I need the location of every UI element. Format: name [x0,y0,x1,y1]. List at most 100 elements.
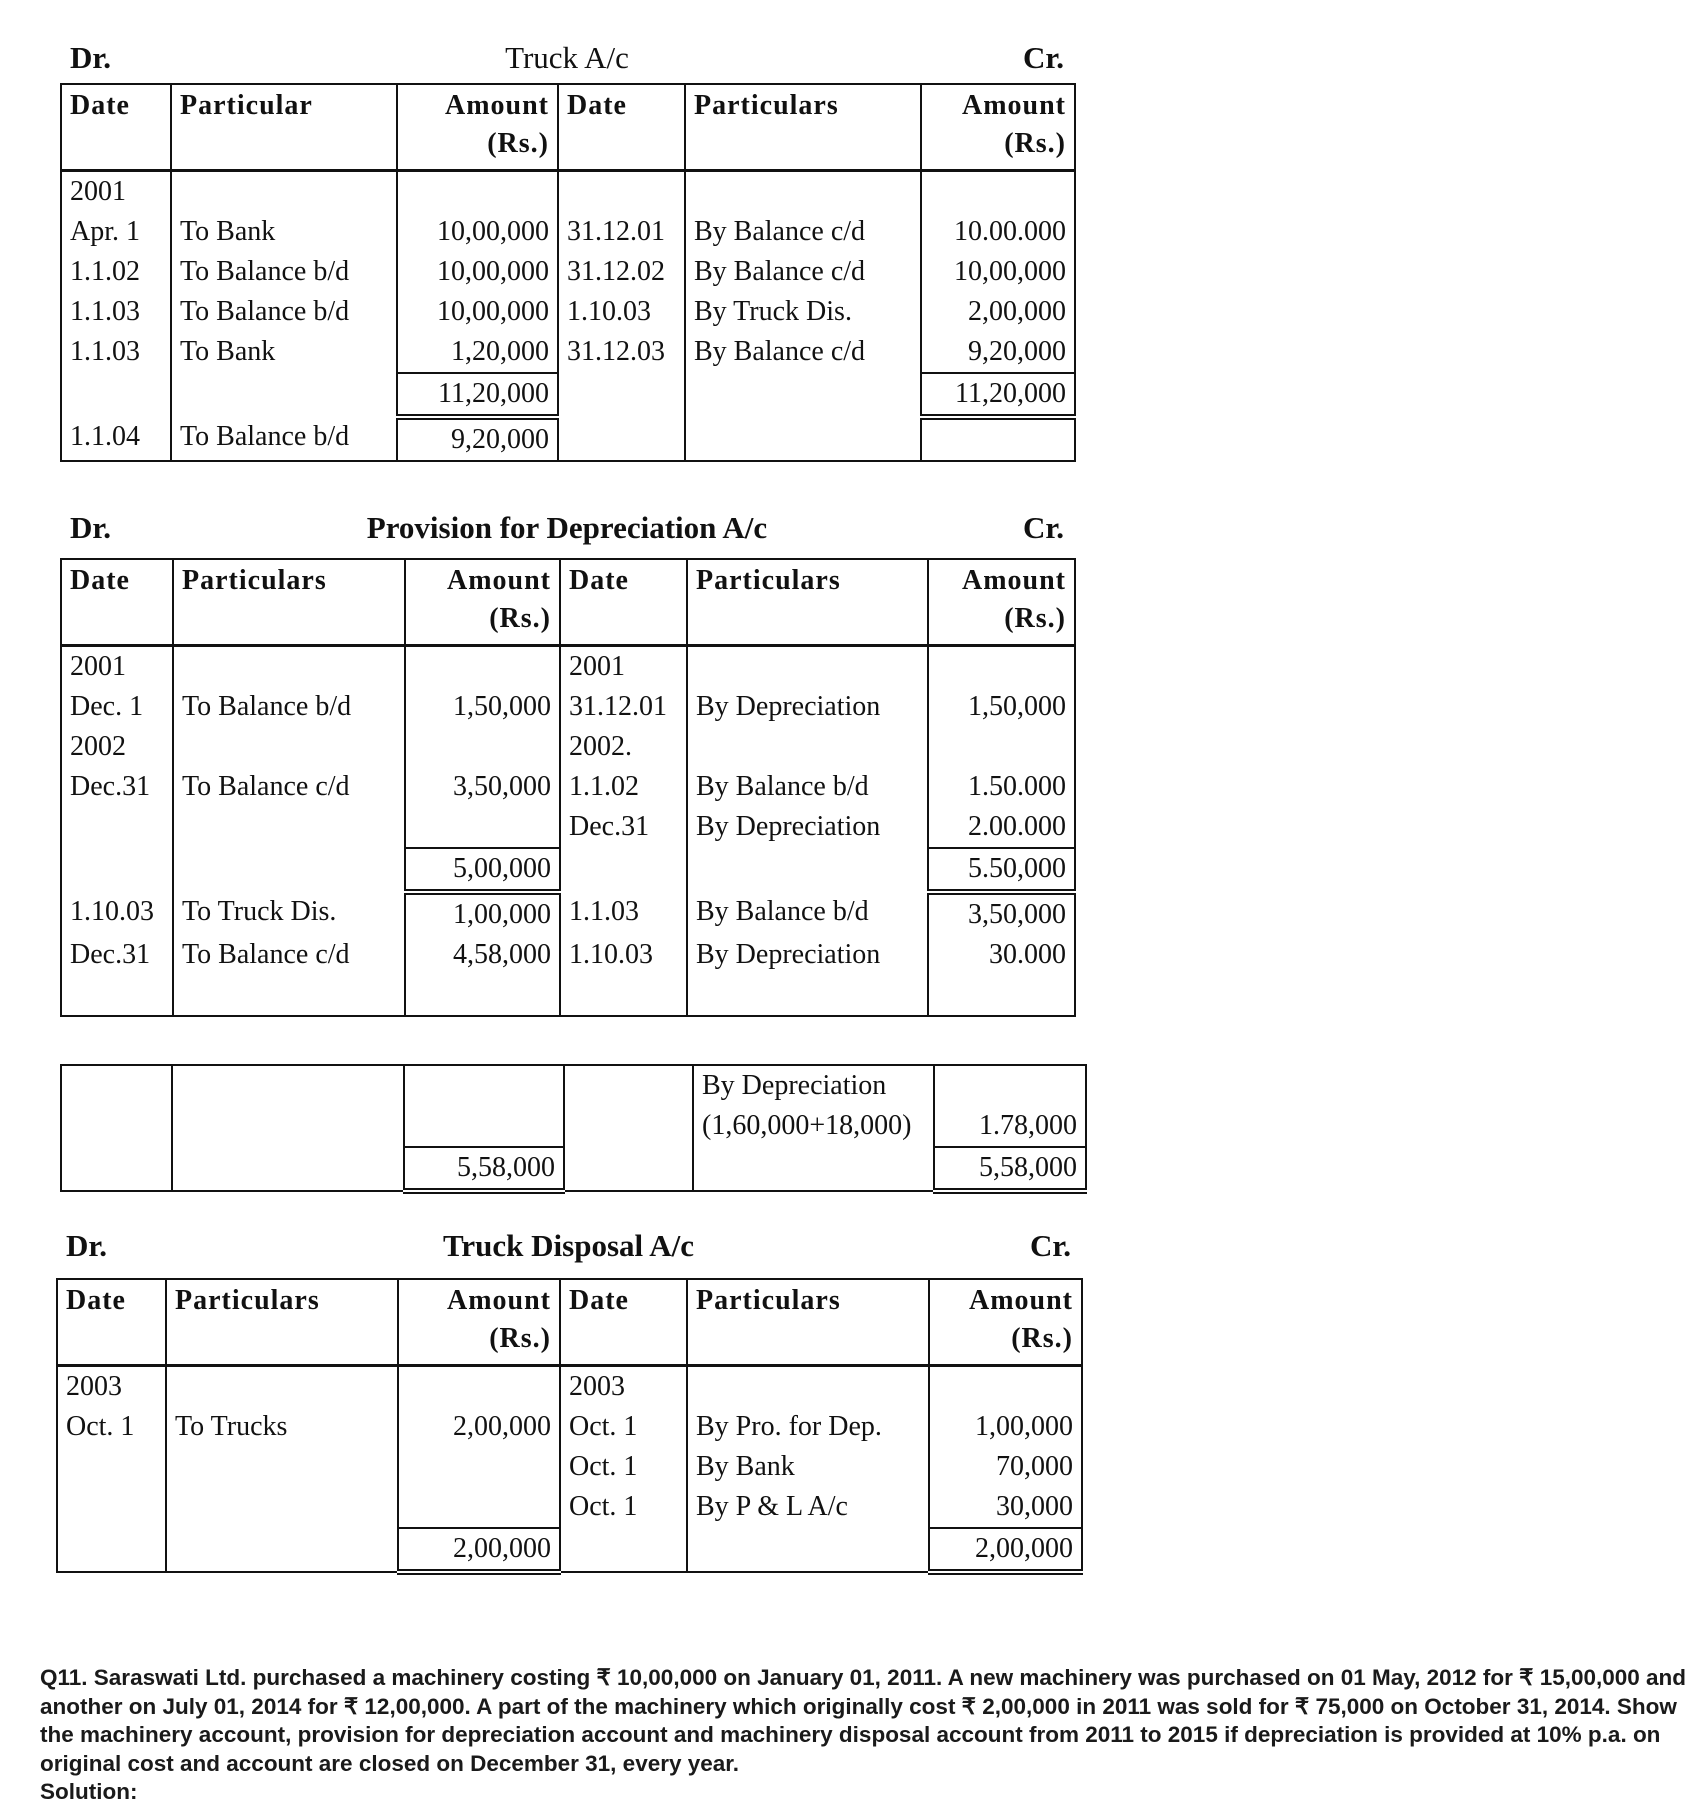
table-row: 2001 2001 [60,645,1076,687]
dr-date-cell: Dec.31 [60,767,174,807]
cr-amount-cell: 1,50,000 [927,687,1076,727]
dr-date-cell [60,1147,173,1191]
dr-date-cell: 1.1.03 [60,292,172,332]
table-row: Dec.31 To Balance c/d 4,58,000 1.10.03 By De… [60,935,1076,975]
cr-date-cell: Dec.31 [559,807,688,848]
ledger-table: Date Particulars Amount (Rs.) Date Particula… [60,558,1076,1017]
cr-amount-cell [927,975,1076,1016]
dr-particulars-cell [171,1065,405,1106]
dr-date-cell [60,1106,173,1147]
cr-particulars-cell: By Depreciation [686,935,929,975]
solution-label: Solution: [40,1779,138,1804]
cr-amount-cell: 11,20,000 [920,372,1076,420]
cr-amount-cell: 10,00,000 [920,252,1076,292]
dr-amount-cell [404,727,561,767]
header-cr-particulars: Particulars [684,84,922,172]
dr-particulars-cell: To Trucks [165,1407,399,1447]
dr-particulars-cell [172,727,406,767]
cr-particulars-cell [684,170,922,212]
header-cr-amount: Amount (Rs.) [920,84,1076,172]
table-row: Oct. 1 To Trucks 2,00,000 Oct. 1 By Pro. for… [56,1407,1083,1447]
table-row: 2003 2003 [56,1365,1083,1407]
cr-amount-cell: 2.00.000 [927,807,1076,848]
table-row: 1.1.03 To Balance b/d 10,00,000 1.10.03 By T… [60,292,1076,332]
dr-particulars-cell [170,170,398,212]
dr-date-cell: 1.1.03 [60,332,172,373]
cr-amount-cell: 9,20,000 [920,332,1076,373]
dr-particulars-cell [172,848,406,892]
header-cr-particulars: Particulars [686,559,929,647]
dr-amount-cell: 9,20,000 [396,417,559,461]
cr-particulars-cell: By Balance c/d [684,332,922,373]
table-row: (1,60,000+18,000) 1.78,000 [60,1106,1087,1147]
cr-particulars-cell [686,1365,930,1407]
dr-date-cell: Oct. 1 [56,1407,167,1447]
dr-amount-cell [396,170,559,212]
cr-amount-cell: 5.50,000 [927,847,1076,895]
dr-amount-cell: 1,00,000 [404,892,561,935]
account-title: Truck A/c [505,40,629,75]
cr-particulars-cell: By Truck Dis. [684,292,922,332]
dr-amount-cell: 2,00,000 [397,1527,561,1575]
cr-particulars-cell: By Balance b/d [686,767,929,807]
cr-particulars-cell [684,417,922,461]
dr-amount-cell [397,1365,561,1407]
dr-particulars-cell: To Balance b/d [170,292,398,332]
table-row: By Depreciation [60,1065,1087,1106]
cr-particulars-cell: By Balance c/d [684,212,922,252]
cr-date-cell: 31.12.01 [557,212,686,252]
dr-date-cell [60,975,174,1016]
dr-particulars-cell: To Bank [170,332,398,373]
header-dr-amount: Amount (Rs.) [396,84,559,172]
table-row: 1.10.03 To Truck Dis. 1,00,000 1.1.03 By Bal… [60,892,1076,935]
dr-date-cell [56,1487,167,1528]
cr-particulars-cell [686,1528,930,1572]
cr-particulars-cell: By Depreciation [686,807,929,848]
dr-amount-cell: 10,00,000 [396,212,559,252]
dr-date-cell [56,1528,167,1572]
dr-amount-cell [404,807,561,848]
dr-particulars-cell [165,1447,399,1487]
cr-date-cell: 31.12.03 [557,332,686,373]
cr-label: Cr. [1029,1228,1071,1263]
cr-date-cell: 31.12.01 [559,687,688,727]
dr-particulars-cell [172,807,406,848]
dr-particulars-cell [165,1365,399,1407]
header-dr-particulars: Particulars [165,1279,399,1367]
cr-date-cell: 31.12.02 [557,252,686,292]
cr-date-cell [559,1528,688,1572]
header-cr-amount: Amount (Rs.) [928,1279,1083,1367]
dr-amount-cell: 10,00,000 [396,292,559,332]
header-cr-date: Date [559,559,688,647]
cr-date-cell: 1.10.03 [557,292,686,332]
total-row: 2,00,000 2,00,000 [56,1527,1083,1575]
dr-particulars-cell [171,1147,405,1191]
dr-particulars-cell: To Balance c/d [172,767,406,807]
dr-date-cell: Apr. 1 [60,212,172,252]
table-row: Dec.31 To Balance c/d 3,50,000 1.1.02 By Bal… [60,767,1076,807]
cr-amount-cell: 30,000 [928,1487,1083,1528]
cr-particulars-cell [686,848,929,892]
dr-amount-cell: 2,00,000 [397,1407,561,1447]
cr-label: Cr. [1022,40,1064,75]
account-title: Truck Disposal A/c [443,1228,694,1263]
cr-amount-cell: 5,58,000 [933,1146,1087,1194]
cr-amount-cell: 10.00.000 [920,212,1076,252]
cr-particulars-cell: By Balance b/d [686,892,929,935]
table-row: 1.1.02 To Balance b/d 10,00,000 31.12.02 By … [60,252,1076,292]
dr-amount-cell: 4,58,000 [404,935,561,975]
cr-date-cell [557,170,686,212]
cr-particulars-cell [684,373,922,417]
dr-amount-cell [404,645,561,687]
cr-amount-cell [927,645,1076,687]
cr-date-cell [563,1065,694,1106]
dr-date-cell [60,373,172,417]
header-dr-amount: Amount (Rs.) [397,1279,561,1367]
header-dr-date: Date [60,559,174,647]
dr-particulars-cell [170,373,398,417]
table-row: Oct. 1 By P & L A/c 30,000 [56,1487,1083,1528]
dr-amount-cell: 1,20,000 [396,332,559,373]
dr-amount-cell [403,1106,565,1147]
cr-date-cell [559,848,688,892]
ledger-table: Date Particulars Amount (Rs.) Date Particula… [56,1278,1083,1575]
